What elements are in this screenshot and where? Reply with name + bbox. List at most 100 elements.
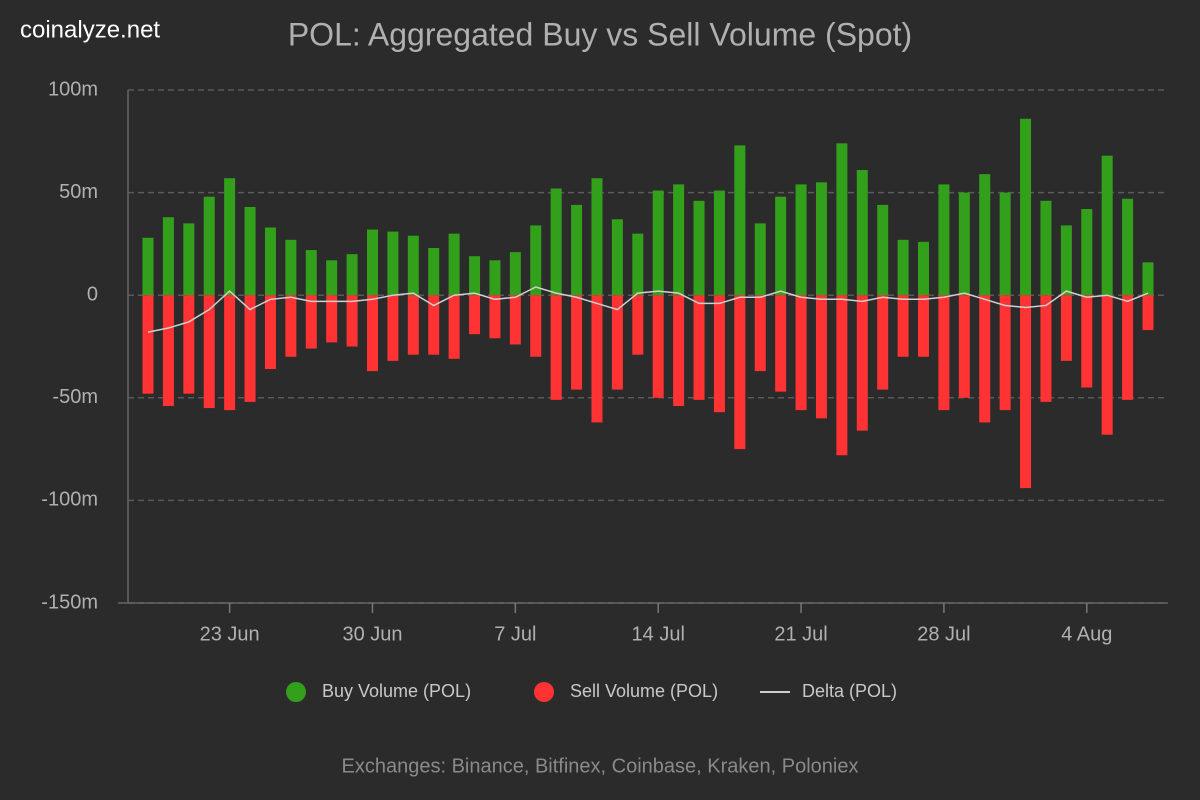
bar <box>1122 295 1134 400</box>
y-tick-label: 0 <box>87 283 98 305</box>
bar <box>244 206 256 296</box>
bar <box>428 248 440 296</box>
bar <box>571 204 583 296</box>
bar <box>856 170 868 296</box>
x-tick-label: 7 Jul <box>494 623 536 645</box>
bar <box>305 250 317 296</box>
x-tick-label: 4 Aug <box>1061 623 1112 645</box>
bar <box>571 295 583 390</box>
bar <box>224 178 236 296</box>
bar <box>550 188 562 296</box>
bar <box>1142 295 1154 331</box>
x-tick-label: 23 Jun <box>200 623 260 645</box>
bar <box>918 241 930 296</box>
bar <box>448 295 460 359</box>
bar <box>530 225 542 296</box>
bar <box>775 196 787 296</box>
bar <box>387 231 399 296</box>
y-tick-label: -100m <box>41 489 98 511</box>
y-tick-label: -50m <box>52 386 98 408</box>
bar <box>918 295 930 357</box>
bar <box>877 204 889 296</box>
bar <box>958 295 970 398</box>
bar <box>162 217 174 296</box>
bar <box>611 219 623 296</box>
bar <box>1142 262 1154 296</box>
bar <box>856 295 868 431</box>
bar <box>469 295 481 335</box>
bar <box>489 260 501 296</box>
bar <box>713 295 725 413</box>
y-tick-label: 50m <box>59 181 98 203</box>
bar <box>224 295 236 411</box>
bar <box>673 295 685 407</box>
bar <box>326 295 338 343</box>
bar <box>815 182 827 296</box>
bar <box>530 295 542 357</box>
bar <box>897 239 909 296</box>
bar <box>285 295 297 357</box>
bar <box>346 254 358 296</box>
bar <box>795 295 807 411</box>
bar <box>1101 155 1113 296</box>
bar <box>734 145 746 296</box>
bar <box>550 295 562 400</box>
bar <box>1101 295 1113 435</box>
bar <box>632 295 644 355</box>
legend-label: Delta (POL) <box>802 681 897 701</box>
bar <box>1040 200 1052 296</box>
watermark: coinalyze.net <box>20 16 160 43</box>
bar <box>428 295 440 355</box>
chart-title: POL: Aggregated Buy vs Sell Volume (Spot… <box>288 16 912 52</box>
bar <box>979 174 991 296</box>
bar <box>203 196 215 296</box>
bar <box>1081 295 1093 388</box>
bar <box>632 233 644 296</box>
bar <box>591 295 603 423</box>
bar <box>754 223 766 296</box>
bar <box>469 256 481 296</box>
y-tick-label: 100m <box>48 78 98 100</box>
bar <box>285 239 297 296</box>
bar <box>326 260 338 296</box>
bar <box>1040 295 1052 402</box>
bar <box>162 295 174 407</box>
bar <box>938 295 950 411</box>
bar <box>203 295 215 409</box>
bar <box>1060 225 1072 296</box>
bar <box>183 223 195 296</box>
bar <box>938 184 950 296</box>
bar <box>346 295 358 347</box>
bar <box>734 295 746 450</box>
bar <box>142 295 154 394</box>
bar <box>407 235 419 296</box>
bar <box>877 295 889 390</box>
bar <box>448 233 460 296</box>
bar <box>999 192 1011 296</box>
bar <box>979 295 991 423</box>
bar <box>366 229 378 296</box>
bar <box>1122 198 1134 296</box>
bar <box>244 295 256 402</box>
x-tick-label: 21 Jul <box>774 623 827 645</box>
bar <box>958 192 970 296</box>
bar <box>509 252 521 296</box>
legend-label: Buy Volume (POL) <box>322 681 471 701</box>
bar <box>183 295 195 394</box>
bar <box>693 200 705 296</box>
bar <box>489 295 501 339</box>
bar <box>591 178 603 296</box>
legend-label: Sell Volume (POL) <box>570 681 718 701</box>
bar <box>305 295 317 349</box>
bar <box>407 295 419 355</box>
x-tick-label: 30 Jun <box>342 623 402 645</box>
bar <box>611 295 623 390</box>
legend-swatch <box>286 682 306 702</box>
bar <box>693 295 705 400</box>
bar <box>142 237 154 296</box>
bar <box>775 295 787 392</box>
bar <box>999 295 1011 411</box>
bar <box>387 295 399 361</box>
bar <box>673 184 685 296</box>
